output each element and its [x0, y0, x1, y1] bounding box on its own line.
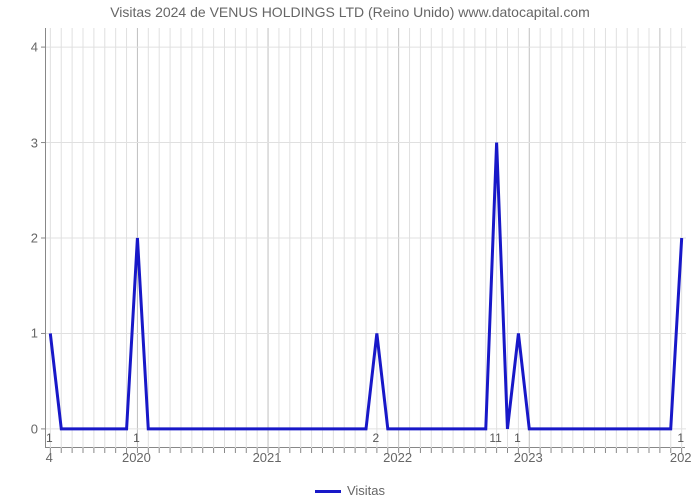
y-tick-label: 4 — [8, 40, 38, 55]
chart-title: Visitas 2024 de VENUS HOLDINGS LTD (Rein… — [0, 4, 700, 20]
legend-label: Visitas — [347, 483, 385, 498]
chart-legend: Visitas — [0, 483, 700, 498]
x-tick-label: 2022 — [383, 450, 412, 465]
legend-swatch — [315, 490, 341, 493]
value-label: 11 — [489, 431, 501, 445]
y-tick-label: 1 — [8, 326, 38, 341]
x-tick-label: 2023 — [514, 450, 543, 465]
y-tick-label: 2 — [8, 231, 38, 246]
value-label: 1 — [133, 431, 140, 445]
value-label: 2 — [372, 431, 379, 445]
x-edge-label: 202 — [670, 450, 692, 465]
x-tick-label: 2020 — [122, 450, 151, 465]
chart-svg — [46, 28, 685, 447]
x-edge-label: 4 — [46, 450, 53, 465]
x-tick-label: 2021 — [253, 450, 282, 465]
value-label: 1 — [514, 431, 521, 445]
y-tick-label: 3 — [8, 135, 38, 150]
visits-chart: Visitas 2024 de VENUS HOLDINGS LTD (Rein… — [0, 0, 700, 500]
value-label: 1 — [46, 431, 53, 445]
plot-area — [45, 28, 685, 448]
y-tick-label: 0 — [8, 421, 38, 436]
value-label: 1 — [677, 431, 684, 445]
